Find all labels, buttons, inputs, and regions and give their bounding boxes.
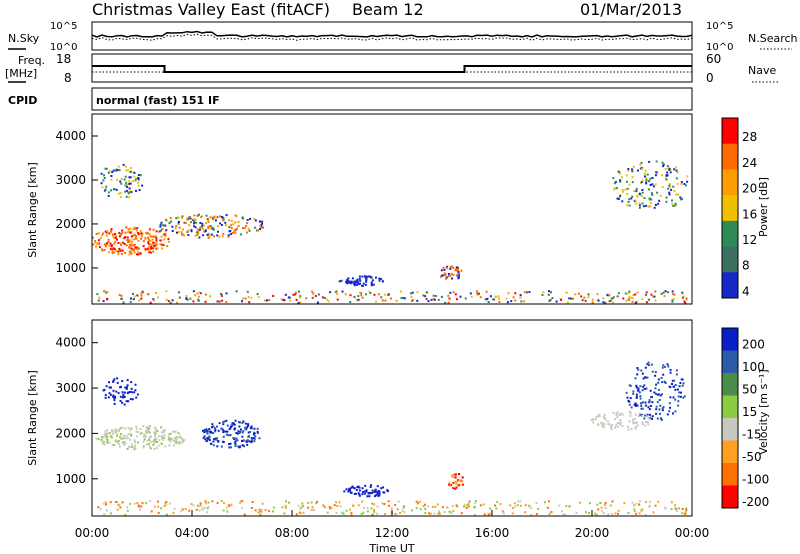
power-ytick-label: 3000 [55,173,86,187]
power-colorbar-tick: 16 [742,207,757,221]
power-panel: 1000 2000 3000 4000 Slant Range [km] 28 24 20… [26,113,770,305]
noise-right-label: N.Search [748,32,798,45]
freq-left-label: Freq. [18,54,45,67]
power-colorbar-swatch [722,220,738,248]
velocity-colorbar-swatch [722,440,738,464]
noise-panel: N.Sky 10^5 10^0 10^5 10^0 N.Search [8,21,798,53]
velocity-panel-frame [91,319,693,517]
power-colorbar-swatch [722,272,738,299]
power-colorbar-swatch [722,118,738,145]
power-colorbar-swatch [722,143,738,170]
noise-left-tick-top: 10^5 [50,21,77,32]
velocity-colorbar-label: Velocity [m s⁻¹] [757,369,770,454]
velocity-colorbar-tick: -15 [742,427,762,441]
velocity-ylabel: Slant Range [km] [26,370,39,466]
power-colorbar-label: Power [dB] [757,177,770,237]
velocity-colorbar-tick: 200 [742,337,765,351]
velocity-colorbar-swatch [722,350,738,374]
velocity-ytick-label: 1000 [55,472,86,486]
beam-label: Beam 12 [352,0,424,19]
noise-search-series [91,33,693,41]
power-colorbar-swatch [722,169,738,196]
velocity-xlabel: Time UT [368,542,414,554]
freq-right-tick-bottom: 0 [706,71,714,85]
power-ytick-label: 4000 [55,129,86,143]
power-colorbar-tick: 24 [742,156,757,170]
cpid-panel-frame [91,87,693,111]
velocity-colorbar-tick: -50 [742,450,762,464]
freq-left-unit: [MHz] [5,67,37,80]
velocity-colorbar-swatch [722,463,738,486]
velocity-xtick-label: 04:00 [175,526,210,540]
velocity-colorbar-swatch [722,418,738,441]
chart-title: Christmas Valley East (fitACF) [92,0,330,19]
frequency-series [92,65,692,73]
power-colorbar-tick: 12 [742,233,757,247]
cpid-label: CPID [8,94,37,107]
date-label: 01/Mar/2013 [580,0,682,19]
freq-left-tick-top: 18 [56,52,71,66]
velocity-xtick-label: 16:00 [475,526,510,540]
power-colorbar-swatch [722,195,738,222]
velocity-colorbar-tick: 50 [742,382,757,396]
power-colorbar-frame [721,117,739,299]
freq-right-tick-top: 60 [706,52,721,66]
noise-sky-series [91,30,693,38]
velocity-colorbar-swatch [722,485,738,509]
velocity-scatter [95,361,688,516]
velocity-colorbar-tick: 15 [742,405,757,419]
velocity-xtick-label: 12:00 [375,526,410,540]
velocity-xtick-label: 20:00 [575,526,610,540]
cpid-text: normal (fast) 151 IF [96,94,220,107]
freq-left-tick-bottom: 8 [64,71,72,85]
power-colorbar-tick: 20 [742,182,757,196]
velocity-colorbar-frame [721,327,739,509]
velocity-xtick-label: 08:00 [275,526,310,540]
power-ytick-label: 2000 [55,217,86,231]
noise-right-tick-bottom: 10^0 [706,42,733,53]
power-colorbar-tick: 28 [742,130,757,144]
power-colorbar-tick: 8 [742,259,750,273]
power-ylabel: Slant Range [km] [26,162,39,258]
velocity-xtick-label: 00:00 [75,526,110,540]
power-panel-frame [91,113,693,305]
velocity-panel: 1000 2000 3000 4000 00:00 04:00 08:00 12:00 16:… [26,319,770,554]
noise-left-tick-bottom: 10^0 [50,42,77,53]
velocity-colorbar-swatch [722,373,738,396]
velocity-colorbar-swatch [722,395,738,419]
velocity-ytick-label: 3000 [55,381,86,395]
velocity-colorbar-tick: -100 [742,472,769,486]
velocity-xtick-label: 00:00 [675,526,710,540]
power-colorbar-swatch [722,246,738,273]
power-scatter [91,160,689,304]
power-ytick-label: 1000 [55,261,86,275]
frequency-panel-frame [91,53,693,83]
power-colorbar-tick: 4 [742,284,750,298]
velocity-colorbar-tick: 100 [742,360,765,374]
noise-left-label: N.Sky [8,32,40,45]
frequency-panel: Freq. [MHz] 18 8 60 0 Nave [5,52,778,85]
freq-right-label: Nave [748,64,776,77]
noise-right-tick-top: 10^5 [706,21,733,32]
velocity-colorbar-tick: -200 [742,495,769,509]
velocity-ytick-label: 4000 [55,336,86,350]
velocity-colorbar-swatch [722,328,738,351]
velocity-ytick-label: 2000 [55,426,86,440]
